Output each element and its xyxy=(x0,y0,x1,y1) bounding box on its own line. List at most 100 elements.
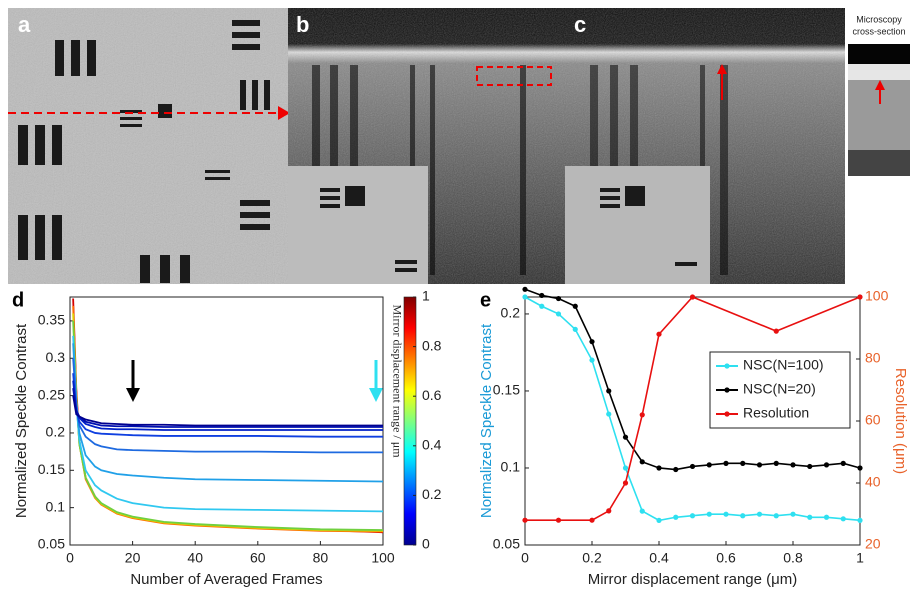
point xyxy=(589,517,595,523)
series-line xyxy=(72,343,384,483)
point xyxy=(673,514,679,520)
colorbar xyxy=(403,296,417,546)
point xyxy=(823,462,830,468)
y-tick-label: 0.25 xyxy=(38,386,65,402)
series-line xyxy=(72,313,384,532)
point xyxy=(539,303,545,309)
y-tick-label: 0.3 xyxy=(46,349,66,365)
y-tick-label: 0.05 xyxy=(493,536,520,552)
panel-label: a xyxy=(18,12,31,37)
x-tick-label: 1 xyxy=(856,550,864,566)
point xyxy=(857,517,863,523)
point xyxy=(522,517,528,523)
x-tick-label: 0.2 xyxy=(582,550,602,566)
point xyxy=(723,511,729,517)
x-axis-title: Mirror displacement range (μm) xyxy=(588,571,798,588)
image-microscopy xyxy=(848,44,910,176)
point xyxy=(606,508,612,514)
point xyxy=(656,465,662,471)
colorbar-tick-label: 0.8 xyxy=(422,337,442,353)
point xyxy=(622,434,629,440)
y-tick-label: 0.05 xyxy=(38,536,65,552)
point xyxy=(807,514,813,520)
colorbar-tick-label: 0.6 xyxy=(422,387,442,403)
y-tick-label: 0.15 xyxy=(493,382,520,398)
plot-frame xyxy=(69,296,384,546)
x-tick-label: 0 xyxy=(66,550,74,566)
legend-label: NSC(N=100) xyxy=(743,357,824,373)
y-tick-label: 0.1 xyxy=(501,459,521,475)
microscopy-label: Microscopy xyxy=(856,14,902,24)
x-tick-label: 0.6 xyxy=(716,550,736,566)
point xyxy=(823,514,830,520)
point xyxy=(706,511,712,517)
legend-label: Resolution xyxy=(743,405,809,421)
point xyxy=(689,513,696,519)
point xyxy=(840,516,846,522)
series-line xyxy=(72,395,383,427)
y-axis-title: Normalized Speckle Contrast xyxy=(13,323,30,518)
x-tick-label: 0 xyxy=(521,550,529,566)
point xyxy=(857,294,863,300)
series-line xyxy=(72,358,383,454)
x-tick-label: 20 xyxy=(125,550,141,566)
x-tick-label: 80 xyxy=(313,550,329,566)
series-line xyxy=(525,296,861,521)
point xyxy=(756,462,763,468)
y2-tick-label: 20 xyxy=(865,536,881,552)
point xyxy=(555,517,562,523)
panel-label: b xyxy=(296,12,309,37)
point xyxy=(790,511,796,517)
point xyxy=(622,480,629,486)
image-b xyxy=(288,8,565,284)
x-tick-label: 100 xyxy=(371,550,395,566)
image-c xyxy=(565,8,845,284)
point xyxy=(555,311,562,317)
point xyxy=(857,465,863,471)
point xyxy=(673,466,679,473)
point xyxy=(740,513,746,519)
series-line xyxy=(72,373,383,438)
point xyxy=(572,303,578,309)
colorbar-tick-label: 1 xyxy=(422,288,430,304)
y2-tick-label: 100 xyxy=(865,288,889,304)
image-a xyxy=(8,8,290,284)
x-tick-label: 0.4 xyxy=(649,550,669,566)
legend-marker xyxy=(724,387,730,393)
colorbar-tick-label: 0.2 xyxy=(422,486,442,502)
point xyxy=(790,462,796,468)
colorbar-tick-label: 0.4 xyxy=(422,437,442,453)
point xyxy=(723,460,729,466)
point xyxy=(773,513,779,519)
point xyxy=(522,286,528,292)
point xyxy=(807,463,813,470)
legend-label: NSC(N=20) xyxy=(743,381,816,397)
point xyxy=(639,459,645,465)
point xyxy=(606,388,612,394)
point xyxy=(639,412,645,418)
point xyxy=(773,328,779,334)
point xyxy=(740,460,746,466)
point xyxy=(689,294,696,300)
legend-marker xyxy=(724,363,730,369)
y-tick-label: 0.2 xyxy=(501,305,521,321)
y2-tick-label: 40 xyxy=(865,474,881,490)
point xyxy=(539,292,545,299)
x-tick-label: 40 xyxy=(187,550,203,566)
y-tick-label: 0.35 xyxy=(38,312,65,328)
colorbar-title: Mirror displacement range / μm xyxy=(390,304,404,458)
legend-marker xyxy=(724,411,730,417)
point xyxy=(689,463,696,470)
point xyxy=(656,331,662,337)
series-line xyxy=(72,305,384,533)
point xyxy=(555,295,562,302)
panel-label: d xyxy=(12,289,24,311)
y2-axis-title: Resolution (μm) xyxy=(892,368,909,474)
y-axis-title: Normalized Speckle Contrast xyxy=(478,323,495,518)
point xyxy=(522,294,528,300)
point xyxy=(622,465,629,471)
x-axis-title: Number of Averaged Frames xyxy=(130,571,322,588)
microscopy-label: cross-section xyxy=(852,26,905,36)
series-line xyxy=(72,380,383,431)
y-tick-label: 0.15 xyxy=(38,461,65,477)
